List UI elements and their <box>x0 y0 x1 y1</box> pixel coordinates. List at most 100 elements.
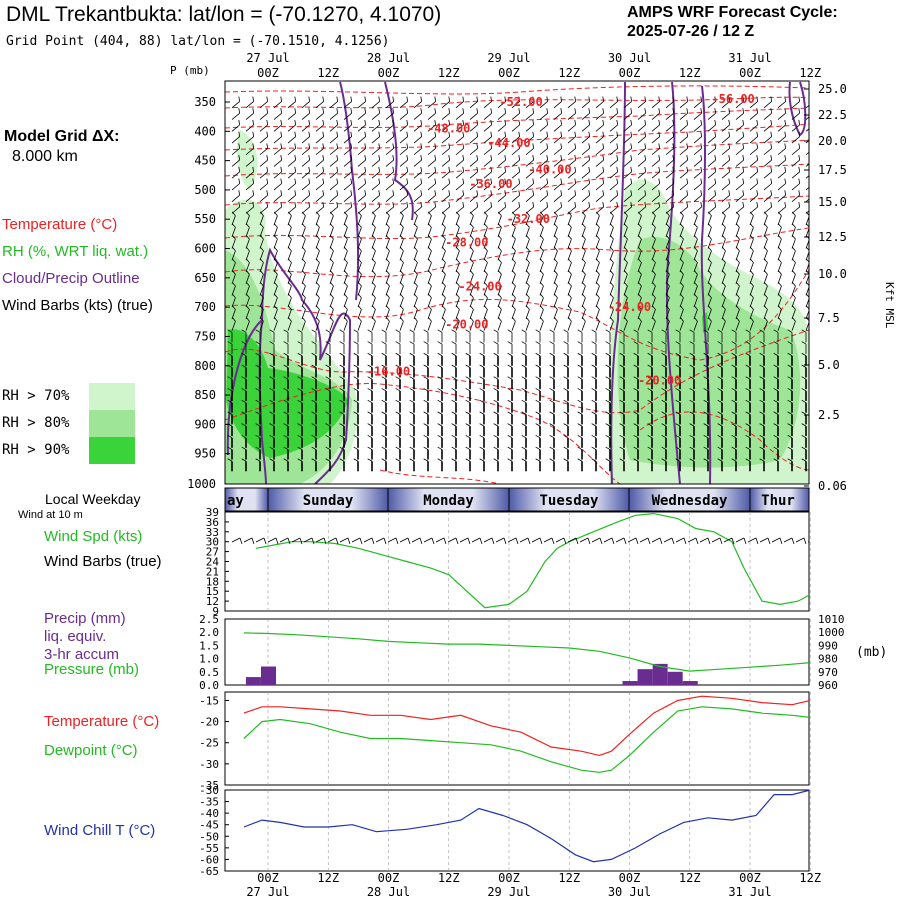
wind-barb-staff <box>539 321 544 331</box>
wind-speed-panel-ytick-9: 9 <box>212 605 219 618</box>
wind-barb-flag <box>567 305 572 310</box>
wind-barb-flag <box>336 190 339 196</box>
weekday-label-5: Thur <box>761 493 795 509</box>
wind-barb-flag <box>665 258 670 263</box>
wind-barb-flag <box>353 434 359 439</box>
wind-barb-flag <box>378 166 381 172</box>
wind-barb-flag <box>497 235 502 240</box>
wind-barb-flag <box>679 305 684 310</box>
surface-wind-barb <box>735 537 745 543</box>
wind-barb-flag <box>294 166 297 172</box>
wind-barb-flag <box>773 341 779 345</box>
wind-barb-flag <box>560 201 563 208</box>
wind-barb-staff <box>287 321 292 331</box>
wind-barb-staff <box>665 159 674 167</box>
surface-wind-barb <box>303 537 313 543</box>
wind-barb-flag <box>791 258 796 263</box>
wind-barb-flag <box>255 423 261 427</box>
surface-wind-barb <box>723 537 733 543</box>
wind-barb-flag <box>773 329 779 333</box>
wind-barb-flag <box>647 364 653 368</box>
wind-barb-flag <box>308 131 311 137</box>
wind-barb-flag <box>728 201 731 208</box>
wind-barb-flag <box>619 446 625 450</box>
wind-barb-flag <box>609 223 614 228</box>
wind-barb-staff <box>721 183 730 191</box>
wind-barb-flag <box>707 258 712 263</box>
wind-barb-flag <box>630 155 633 161</box>
wind-barb-flag <box>689 399 695 404</box>
wind-barb-staff <box>315 206 324 214</box>
wind-barb-flag <box>399 293 404 299</box>
wind-barb-flag <box>700 178 703 184</box>
wind-barb-flag <box>336 108 339 114</box>
wind-barb-flag <box>252 108 255 114</box>
wind-barb-flag <box>395 329 401 333</box>
wind-barb-flag <box>297 411 303 415</box>
wind-barb-flag <box>479 411 485 415</box>
bottom-date-label-2: 29 Jul <box>487 885 530 899</box>
wind-barb-flag <box>546 178 549 184</box>
wind-barb-staff <box>455 112 464 120</box>
wind-barb-flag <box>329 223 334 228</box>
wind-barb-flag <box>311 411 317 415</box>
wind-barb-flag <box>427 270 432 275</box>
wind-barb-flag <box>703 364 709 368</box>
wind-barb-flag <box>409 341 415 345</box>
wind-barb-flag <box>521 434 527 439</box>
wind-barb-flag <box>637 305 642 310</box>
top-hour-label-5: 12Z <box>558 66 580 80</box>
wind-barb-flag <box>787 458 793 462</box>
cycle-line-1: AMPS WRF Forecast Cycle: <box>627 4 838 21</box>
wind-barb-staff <box>525 194 534 202</box>
wind-barb-staff <box>273 206 282 214</box>
wind-barb-staff <box>763 101 772 109</box>
wind-barb-flag <box>703 458 709 462</box>
wind-barb-flag <box>563 423 569 427</box>
wind-barb-flag <box>434 190 437 196</box>
wind-barb-flag <box>672 96 675 102</box>
wind-barb-flag <box>563 446 569 450</box>
wind-barb-flag <box>392 178 395 184</box>
wind-barb-staff <box>735 321 740 331</box>
wind-barb-flag <box>308 108 311 114</box>
wind-barb-staff <box>399 148 408 156</box>
wind-barb-flag <box>483 317 488 322</box>
wind-barb-flag <box>577 329 583 333</box>
wind-barb-flag <box>717 388 723 392</box>
wind-barb-flag <box>735 317 740 322</box>
wind-barb-flag <box>616 131 619 137</box>
surface-wind-barb <box>243 537 253 543</box>
wind-barb-staff <box>581 136 590 144</box>
chart-title: DML Trekantbukta: lat/lon = (-70.1270, 4… <box>6 3 442 26</box>
wind-barb-staff <box>637 101 646 109</box>
wind-barb-flag <box>399 246 404 252</box>
wind-barb-staff <box>637 124 646 132</box>
wind-barb-flag <box>469 235 474 240</box>
wind-barb-staff <box>581 206 590 214</box>
wind-barb-flag <box>371 258 376 263</box>
wind-barb-staff <box>301 171 310 179</box>
wind-barb-flag <box>574 201 577 208</box>
wind-barb-flag <box>560 155 563 161</box>
pressure-tick-550: 550 <box>194 212 216 226</box>
wind-barb-flag <box>385 258 390 263</box>
wind-barb-flag <box>605 352 611 357</box>
wind-barb-flag <box>675 388 681 392</box>
wind-barb-flag <box>735 305 740 310</box>
wind-barb-flag <box>539 293 544 299</box>
precip-bar-5 <box>667 671 683 685</box>
top-hour-label-4: 00Z <box>498 66 520 80</box>
wind-barb-flag <box>703 341 709 345</box>
wind-barb-flag <box>679 211 684 216</box>
wind-barb-flag <box>497 270 502 275</box>
wind-barb-staff <box>273 124 282 132</box>
wind-barb-staff <box>469 183 478 191</box>
bottom-hour-label-7: 12Z <box>679 871 701 885</box>
precip-line-2: liq. equiv. <box>44 628 107 645</box>
wind-barb-flag <box>518 108 521 114</box>
wind-barb-flag <box>703 446 709 450</box>
wind-barb-flag <box>434 166 437 172</box>
temperature-contour-5 <box>225 163 809 206</box>
wind-barb-flag <box>465 411 471 415</box>
